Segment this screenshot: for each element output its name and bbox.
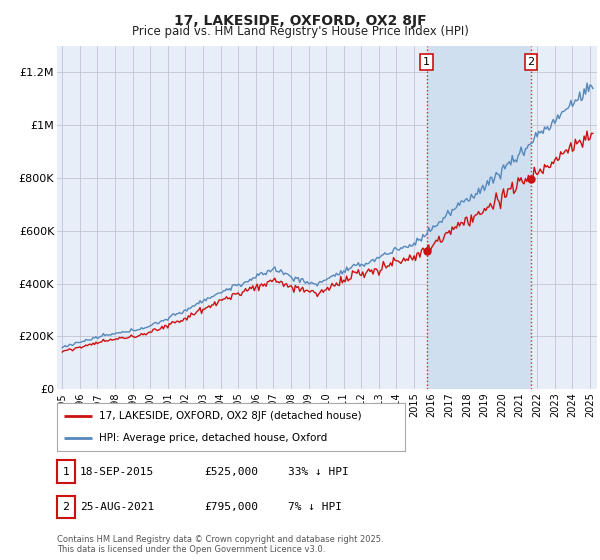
Text: 33% ↓ HPI: 33% ↓ HPI [288, 466, 349, 477]
Text: £795,000: £795,000 [204, 502, 258, 512]
Text: HPI: Average price, detached house, Oxford: HPI: Average price, detached house, Oxfo… [99, 433, 327, 443]
Text: 18-SEP-2015: 18-SEP-2015 [80, 466, 154, 477]
Text: Price paid vs. HM Land Registry's House Price Index (HPI): Price paid vs. HM Land Registry's House … [131, 25, 469, 38]
Bar [427, 46, 531, 389]
Text: Contains HM Land Registry data © Crown copyright and database right 2025.
This d: Contains HM Land Registry data © Crown c… [57, 535, 383, 554]
Text: 7% ↓ HPI: 7% ↓ HPI [288, 502, 342, 512]
Text: £525,000: £525,000 [204, 466, 258, 477]
Text: 1: 1 [62, 466, 70, 477]
Text: 17, LAKESIDE, OXFORD, OX2 8JF (detached house): 17, LAKESIDE, OXFORD, OX2 8JF (detached … [99, 411, 361, 421]
Text: 1: 1 [423, 57, 430, 67]
Text: 25-AUG-2021: 25-AUG-2021 [80, 502, 154, 512]
Text: 2: 2 [527, 57, 535, 67]
Text: 17, LAKESIDE, OXFORD, OX2 8JF: 17, LAKESIDE, OXFORD, OX2 8JF [173, 14, 427, 28]
Text: 2: 2 [62, 502, 70, 512]
